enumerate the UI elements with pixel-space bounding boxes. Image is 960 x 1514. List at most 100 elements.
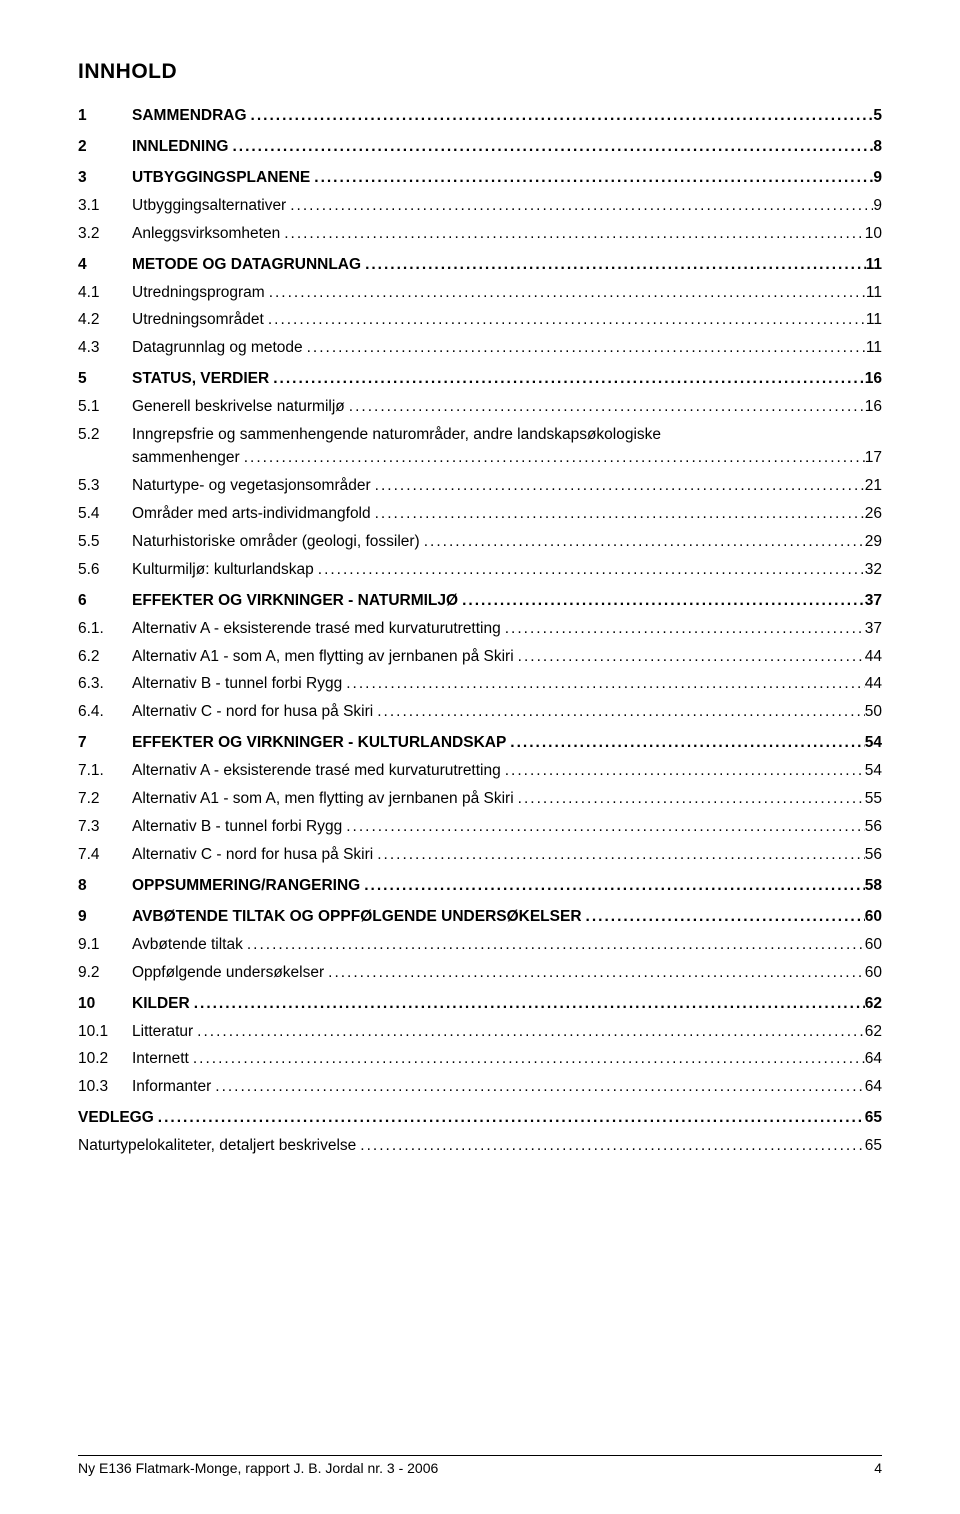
toc-entry: 5.3Naturtype- og vegetasjonsområder21 <box>78 476 882 497</box>
toc-leader-dots <box>514 647 865 668</box>
toc-entry: 6.3.Alternativ B - tunnel forbi Rygg44 <box>78 674 882 695</box>
toc-entry: 9.2Oppfølgende undersøkelser60 <box>78 963 882 984</box>
toc-entry-label: KILDER <box>132 994 190 1015</box>
toc-leader-dots <box>342 817 865 838</box>
toc-entry-number: 5.6 <box>78 560 132 581</box>
toc-leader-dots <box>286 196 873 217</box>
toc-entry: 1SAMMENDRAG5 <box>78 106 882 127</box>
toc-entry-number: 6.1. <box>78 619 132 640</box>
toc-entry-number: 7.3 <box>78 817 132 838</box>
toc-entry: sammenhenger17 <box>78 448 882 469</box>
toc-entry-page: 11 <box>866 255 882 276</box>
toc-entry-label: Utbyggingsalternativer <box>132 196 286 217</box>
toc-entry: 4METODE OG DATAGRUNNLAG11 <box>78 255 882 276</box>
toc-entry: Naturtypelokaliteter, detaljert beskrive… <box>78 1136 882 1157</box>
toc-entry-label: Anleggsvirksomheten <box>132 224 280 245</box>
toc-entry-number: 1 <box>78 106 132 127</box>
toc-entry-number: 8 <box>78 876 132 897</box>
footer-divider <box>78 1455 882 1456</box>
toc-entry: 2INNLEDNING8 <box>78 137 882 158</box>
toc-entry-page: 37 <box>865 619 882 640</box>
footer-left-text: Ny E136 Flatmark-Monge, rapport J. B. Jo… <box>78 1460 438 1476</box>
toc-entry-label: Alternativ B - tunnel forbi Rygg <box>132 674 342 695</box>
toc-entry-number: 9.1 <box>78 935 132 956</box>
toc-entry: 5.1Generell beskrivelse naturmiljø16 <box>78 397 882 418</box>
toc-entry-number: 10.3 <box>78 1077 132 1098</box>
toc-entry-page: 65 <box>865 1136 882 1157</box>
toc-leader-dots <box>243 935 865 956</box>
toc-leader-dots <box>303 338 866 359</box>
toc-leader-dots <box>190 994 865 1015</box>
toc-entry-number: 2 <box>78 137 132 158</box>
toc-entry-page: 8 <box>873 137 882 158</box>
toc-entry: 5.6Kulturmiljø: kulturlandskap32 <box>78 560 882 581</box>
toc-entry-number: 4.3 <box>78 338 132 359</box>
toc-leader-dots <box>228 137 873 158</box>
toc-entry: 7.2Alternativ A1 - som A, men flytting a… <box>78 789 882 810</box>
toc-leader-dots <box>342 674 865 695</box>
footer-page-number: 4 <box>874 1460 882 1476</box>
toc-leader-dots <box>154 1108 865 1129</box>
toc-entry-number: 5.2 <box>78 425 132 446</box>
toc-entry-label: Alternativ A - eksisterende trasé med ku… <box>132 619 501 640</box>
toc-entry-label: Naturtypelokaliteter, detaljert beskrive… <box>78 1136 356 1157</box>
toc-entry-page: 10 <box>865 224 882 245</box>
toc-title: INNHOLD <box>78 60 882 84</box>
toc-entry-page: 11 <box>866 283 882 304</box>
toc-entry-page: 26 <box>865 504 882 525</box>
toc-entry-label: EFFEKTER OG VIRKNINGER - NATURMILJØ <box>132 591 458 612</box>
toc-leader-dots <box>264 310 866 331</box>
toc-entry: 4.3Datagrunnlag og metode11 <box>78 338 882 359</box>
toc-entry: 10.2Internett64 <box>78 1049 882 1070</box>
toc-entry-page: 58 <box>865 876 882 897</box>
toc-entry-page: 16 <box>865 397 882 418</box>
toc-entry-number: 5.4 <box>78 504 132 525</box>
toc-entry-page: 62 <box>865 994 882 1015</box>
toc-entry-page: 29 <box>865 532 882 553</box>
toc-entry-page: 65 <box>865 1108 882 1129</box>
toc-entry: 7EFFEKTER OG VIRKNINGER - KULTURLANDSKAP… <box>78 733 882 754</box>
toc-entry-number: 6.2 <box>78 647 132 668</box>
toc-entry-label: Områder med arts-individmangfold <box>132 504 371 525</box>
toc-entry-label: Naturhistoriske områder (geologi, fossil… <box>132 532 420 553</box>
toc-entry-number: 3.1 <box>78 196 132 217</box>
toc-entry-page: 64 <box>865 1049 882 1070</box>
toc-entry-page: 50 <box>865 702 882 723</box>
toc-leader-dots <box>314 560 865 581</box>
toc-leader-dots <box>506 733 864 754</box>
toc-entry-page: 37 <box>865 591 882 612</box>
toc-leader-dots <box>420 532 865 553</box>
toc-entry-label: METODE OG DATAGRUNNLAG <box>132 255 361 276</box>
toc-leader-dots <box>373 702 865 723</box>
toc-entry-page: 55 <box>865 789 882 810</box>
toc-entry-page: 11 <box>866 338 882 359</box>
toc-entry-number: 3 <box>78 168 132 189</box>
toc-entry-label: VEDLEGG <box>78 1108 154 1129</box>
toc-entry: 7.3Alternativ B - tunnel forbi Rygg56 <box>78 817 882 838</box>
toc-entry: 6.2Alternativ A1 - som A, men flytting a… <box>78 647 882 668</box>
toc-entry: 3.2Anleggsvirksomheten10 <box>78 224 882 245</box>
toc-entry: 10KILDER62 <box>78 994 882 1015</box>
toc-leader-dots <box>310 168 873 189</box>
toc-entry-page: 60 <box>865 935 882 956</box>
toc-leader-dots <box>247 106 874 127</box>
toc-entry-label: Alternativ A1 - som A, men flytting av j… <box>132 789 514 810</box>
toc-leader-dots <box>265 283 866 304</box>
toc-leader-dots <box>345 397 865 418</box>
toc-leader-dots <box>514 789 865 810</box>
toc-entry-label: Alternativ C - nord for husa på Skiri <box>132 702 373 723</box>
toc-entry-number: 7 <box>78 733 132 754</box>
toc-entry-page: 64 <box>865 1077 882 1098</box>
toc-entry: 5.4Områder med arts-individmangfold 26 <box>78 504 882 525</box>
toc-entry-number: 7.2 <box>78 789 132 810</box>
toc-entry: 5STATUS, VERDIER16 <box>78 369 882 390</box>
toc-entry-label: sammenhenger <box>132 448 240 469</box>
toc-entry-label: SAMMENDRAG <box>132 106 247 127</box>
toc-entry: 10.3Informanter64 <box>78 1077 882 1098</box>
toc-leader-dots <box>501 761 865 782</box>
toc-entry-number: 5.5 <box>78 532 132 553</box>
toc-entry-label: Alternativ A1 - som A, men flytting av j… <box>132 647 514 668</box>
toc-entry-page: 21 <box>865 476 882 497</box>
toc-entry-number: 9.2 <box>78 963 132 984</box>
toc-entry-label: Internett <box>132 1049 189 1070</box>
